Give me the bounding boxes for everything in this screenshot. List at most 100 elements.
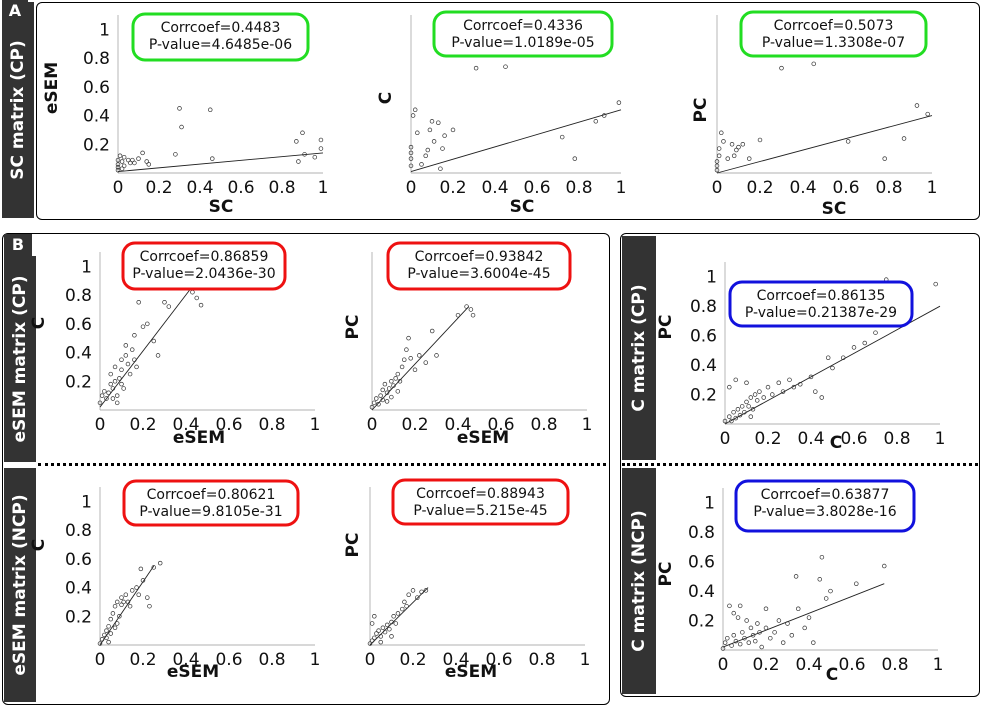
data-point	[136, 300, 141, 305]
data-point	[735, 407, 741, 412]
data-point	[380, 625, 386, 631]
data-point	[112, 625, 118, 631]
data-point	[468, 307, 474, 312]
stats-box	[121, 241, 287, 291]
data-point	[813, 389, 818, 394]
data-point	[423, 153, 428, 159]
data-point	[114, 393, 120, 398]
data-point	[572, 156, 578, 161]
data-point	[828, 588, 833, 594]
x-tick-label: 0.4	[797, 429, 824, 449]
data-point	[395, 371, 401, 377]
x-tick-label: 0.8	[530, 415, 557, 435]
data-point	[791, 384, 797, 390]
data-point	[121, 163, 127, 169]
data-point	[736, 144, 741, 150]
data-point	[785, 621, 790, 626]
data-point	[714, 159, 720, 164]
data-point	[104, 635, 109, 641]
data-point	[768, 635, 773, 641]
x-tick-label: 0	[365, 650, 376, 670]
stats-box	[728, 280, 914, 328]
data-point	[378, 634, 384, 639]
corrcoef-text: Corrcoef=0.5073	[774, 18, 894, 34]
data-point	[119, 357, 124, 362]
data-point	[296, 159, 301, 164]
y-tick-label: 0.6	[688, 553, 715, 573]
regression-line	[117, 152, 324, 173]
data-point	[408, 144, 414, 150]
data-point	[721, 139, 726, 144]
data-point	[119, 166, 125, 171]
pvalue-text: P-value=4.6485e-06	[149, 37, 292, 53]
data-point	[115, 167, 121, 173]
x-tick-label: 0	[95, 650, 106, 670]
data-point	[733, 377, 738, 383]
data-point	[367, 641, 373, 646]
y-tick-label: 1	[706, 268, 717, 288]
chart-a3: 0 0.2 0.4 0.6 0.8 1 SC PC Corrcoef=0.5073P-value…	[691, 10, 937, 219]
data-point	[117, 614, 122, 619]
chart-b1: 0 0.2 0.4 0.6 0.8 1 0.2 0.4 0.6 0.8 1 eSEM C Corrcoef…	[29, 241, 320, 448]
data-point	[318, 137, 324, 143]
data-point	[166, 304, 172, 309]
data-point	[436, 120, 441, 125]
data-point	[425, 147, 431, 153]
corrcoef-text: Corrcoef=0.86859	[140, 249, 269, 265]
x-tick-label: 0.6	[838, 655, 865, 675]
data-point	[372, 614, 377, 619]
data-point	[110, 386, 116, 391]
data-point	[389, 634, 394, 639]
data-point	[750, 633, 756, 638]
data-point	[97, 641, 103, 646]
x-tick-label: 0.4	[186, 178, 213, 198]
y-axis-label: PC	[343, 315, 363, 340]
data-point	[127, 371, 133, 377]
x-tick-label: 1	[582, 415, 593, 435]
x-axis-label: eSEM	[167, 662, 219, 682]
y-tick-label: 0.4	[83, 107, 110, 127]
x-tick-label: 0.2	[752, 655, 779, 675]
data-point	[429, 119, 435, 124]
data-point	[779, 65, 784, 71]
y-tick-label: 0.6	[65, 550, 92, 570]
y-tick-label: 0.8	[65, 521, 92, 541]
data-point	[720, 646, 726, 651]
data-point	[389, 394, 394, 400]
data-point	[748, 414, 754, 419]
data-point	[830, 365, 835, 371]
data-point	[376, 402, 381, 407]
data-point	[115, 162, 121, 167]
panel-letter-a: A	[2, 0, 28, 22]
data-point	[106, 639, 111, 645]
data-point	[780, 389, 786, 394]
data-point	[714, 167, 720, 173]
x-tick-label: 0.2	[129, 650, 156, 670]
data-point	[119, 595, 124, 600]
data-point	[734, 147, 739, 153]
data-point	[108, 616, 113, 622]
data-point	[198, 302, 204, 308]
data-point	[757, 389, 762, 394]
data-point	[806, 615, 812, 620]
data-point	[431, 139, 437, 144]
data-point	[382, 381, 388, 387]
data-point	[146, 162, 152, 167]
y-tick-label: 0.6	[65, 315, 92, 335]
data-point	[114, 621, 120, 626]
y-tick-label: 1	[81, 257, 92, 277]
data-point	[731, 153, 737, 159]
data-point	[300, 130, 305, 136]
y-tick-label: 0.4	[690, 356, 717, 376]
data-point	[151, 338, 157, 344]
data-point	[429, 328, 435, 334]
data-point	[754, 398, 760, 403]
data-point	[742, 409, 747, 415]
data-point	[145, 595, 150, 600]
data-point	[406, 592, 411, 597]
data-point	[384, 390, 390, 396]
data-point	[729, 418, 734, 424]
data-point	[406, 335, 411, 341]
data-point	[776, 380, 781, 386]
y-tick-label: 0.4	[65, 344, 92, 364]
